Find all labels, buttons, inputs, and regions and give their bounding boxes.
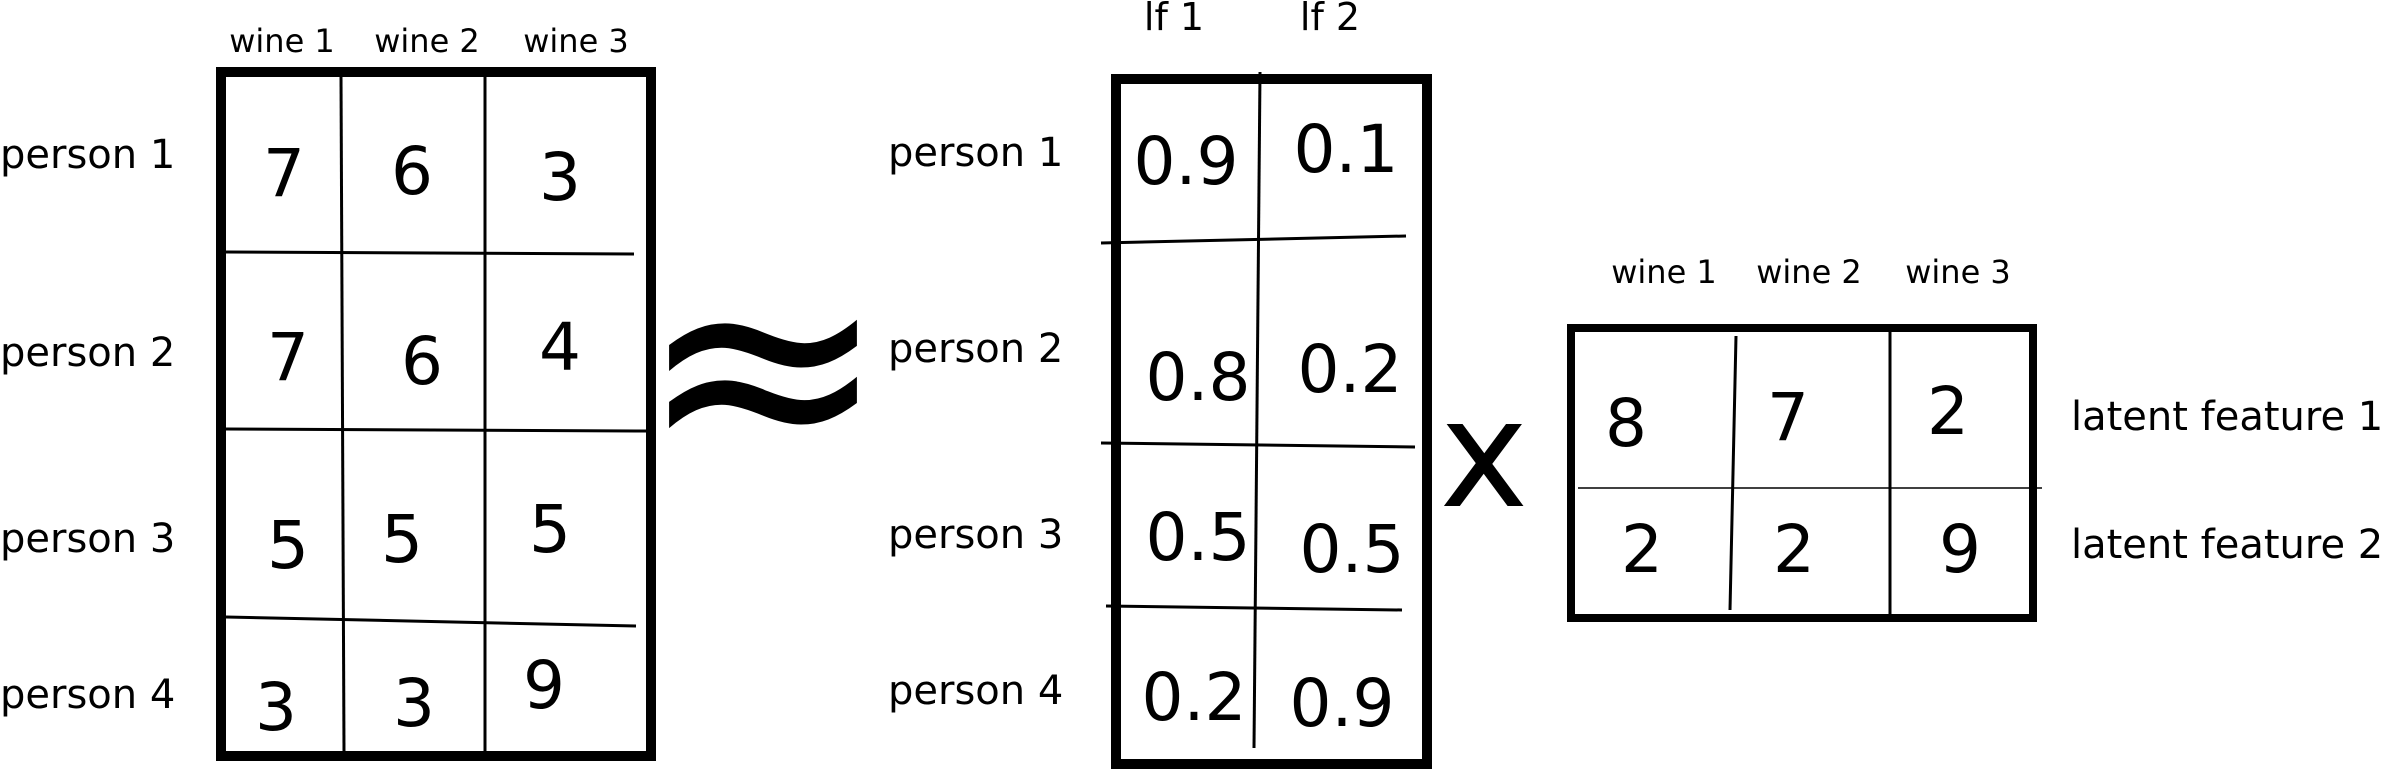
person-factor-col-divider — [1252, 71, 1262, 749]
ratings-row-header: person 1 — [0, 132, 175, 178]
approx-symbol: ≈ — [637, 190, 888, 539]
ratings-col-header: wine 3 — [523, 22, 629, 60]
person-factor-cell: 0.2 — [1142, 659, 1247, 736]
ratings-cell: 3 — [255, 669, 297, 746]
ratings-cell: 5 — [381, 501, 423, 578]
ratings-matrix: wine 1 wine 2 wine 3 person 1 person 2 p… — [0, 22, 656, 761]
wine-factor-col-header: wine 2 — [1756, 253, 1862, 291]
person-factor-cell: 0.8 — [1146, 339, 1251, 416]
wine-factor-cell: 7 — [1767, 379, 1809, 456]
person-factor-matrix: lf 1 lf 2 person 1 person 2 person 3 per… — [888, 0, 1432, 769]
ratings-cell: 5 — [267, 507, 309, 584]
wine-factor-col-divider-1 — [1728, 335, 1738, 611]
ratings-row-header: person 3 — [0, 516, 175, 562]
ratings-row-divider-1 — [225, 250, 635, 256]
ratings-row-header: person 2 — [0, 330, 175, 376]
person-factor-cell: 0.5 — [1146, 499, 1251, 576]
ratings-row-divider-3 — [225, 615, 637, 628]
wine-factor-matrix: wine 1 wine 2 wine 3 latent feature 1 la… — [1567, 253, 2383, 622]
wine-factor-cell: 2 — [1927, 373, 1969, 450]
wine-factor-border — [1567, 324, 2037, 622]
ratings-cell: 7 — [267, 319, 309, 396]
wine-factor-row-header: latent feature 2 — [2071, 522, 2383, 568]
wine-factor-col-header: wine 3 — [1905, 253, 2011, 291]
ratings-col-header: wine 2 — [374, 22, 480, 60]
ratings-cell: 6 — [401, 323, 443, 400]
ratings-cell: 5 — [529, 491, 571, 568]
wine-factor-row-header: latent feature 1 — [2071, 394, 2383, 440]
ratings-cell: 4 — [539, 309, 581, 386]
ratings-cell: 7 — [263, 135, 305, 212]
wine-factor-col-header: wine 1 — [1611, 253, 1717, 291]
person-factor-row-divider-1 — [1100, 234, 1407, 245]
wine-factor-cell: 2 — [1773, 511, 1815, 588]
person-factor-col-header: lf 2 — [1300, 0, 1360, 39]
wine-factor-cell: 2 — [1621, 511, 1663, 588]
ratings-cell: 6 — [391, 133, 433, 210]
wine-factor-cell: 8 — [1605, 385, 1647, 462]
person-factor-col-header: lf 1 — [1144, 0, 1204, 39]
person-factor-row-header: person 3 — [888, 512, 1063, 558]
person-factor-row-divider-3 — [1105, 604, 1403, 612]
ratings-row-header: person 4 — [0, 672, 175, 718]
ratings-row-divider-2 — [225, 427, 647, 433]
person-factor-cell: 0.2 — [1298, 331, 1403, 408]
ratings-matrix-border — [216, 67, 656, 761]
person-factor-cell: 0.1 — [1294, 111, 1399, 188]
ratings-col-divider-1 — [339, 75, 346, 753]
ratings-cell: 3 — [539, 139, 581, 216]
ratings-col-header: wine 1 — [229, 22, 335, 60]
person-factor-cell: 0.9 — [1134, 123, 1239, 200]
approx-symbol-text: ≈ — [637, 190, 888, 539]
ratings-cell: 9 — [523, 647, 565, 724]
person-factor-row-header: person 4 — [888, 668, 1063, 714]
person-factor-border — [1111, 74, 1432, 769]
wine-factor-cell: 9 — [1939, 511, 1981, 588]
ratings-cell: 3 — [393, 665, 435, 742]
person-factor-cell: 0.5 — [1300, 511, 1405, 588]
person-factor-cell: 0.9 — [1290, 665, 1395, 742]
times-symbol: x — [1440, 368, 1529, 542]
person-factor-row-header: person 1 — [888, 130, 1063, 176]
person-factor-row-header: person 2 — [888, 326, 1063, 372]
person-factor-row-divider-2 — [1100, 441, 1416, 449]
